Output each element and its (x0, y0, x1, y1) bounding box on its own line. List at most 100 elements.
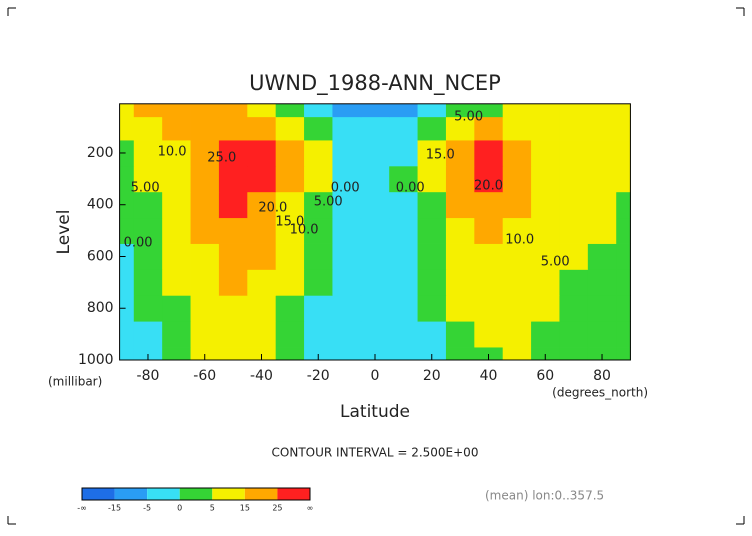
field-cell (162, 191, 191, 219)
field-cell (218, 295, 248, 322)
field-cell (247, 295, 277, 322)
field-cell (531, 217, 560, 244)
field-cell (531, 103, 560, 118)
field-cell (445, 321, 475, 348)
field-cell (616, 243, 631, 270)
field-cell (332, 103, 362, 118)
contour-label: 15.0 (426, 148, 455, 163)
field-cell (417, 165, 447, 193)
field-cell (133, 217, 163, 244)
contour-label: 20.0 (474, 179, 503, 194)
field-cell (190, 295, 220, 322)
field-cell (190, 165, 220, 193)
field-cell (474, 321, 504, 348)
field-cell (531, 191, 560, 219)
field-cell (247, 321, 277, 348)
field-cell (389, 140, 418, 167)
field-cell (616, 269, 631, 296)
field-cell (190, 116, 220, 141)
field-cell (389, 269, 418, 296)
field-cell (162, 217, 191, 244)
field-cell (417, 116, 447, 141)
contour-label: 15.0 (275, 215, 304, 230)
x-tick-label: 80 (593, 368, 611, 384)
field-cell (304, 269, 333, 296)
field-cell (218, 165, 248, 193)
field-cell (360, 140, 390, 167)
field-cell (559, 165, 589, 193)
field-cell (304, 321, 333, 348)
field-cell (559, 140, 589, 167)
field-cell (474, 269, 504, 296)
field-cell (502, 165, 532, 193)
field-cell (474, 347, 504, 361)
y-tick-label: 400 (87, 197, 114, 213)
field-cell (417, 243, 447, 270)
field-cell (247, 116, 277, 141)
y-axis-unit: (millibar) (48, 375, 102, 389)
field-cell (133, 321, 163, 348)
field-cell (119, 140, 135, 167)
field-cell (587, 321, 617, 348)
contour-label: 20.0 (258, 201, 287, 216)
field-cell (162, 116, 191, 141)
x-tick-label: 20 (423, 368, 441, 384)
field-cell (162, 243, 191, 270)
field-cell (616, 116, 631, 141)
contour-label: 0.00 (331, 180, 360, 195)
field-cell (616, 165, 631, 193)
colorbar-label: -15 (108, 504, 121, 513)
field-cell (162, 347, 191, 361)
field-cell (360, 116, 390, 141)
field-cell (218, 140, 248, 167)
field-cell (332, 269, 362, 296)
field-cell (474, 217, 504, 244)
field-cell (531, 165, 560, 193)
field-cell (119, 191, 135, 219)
field-cell (389, 347, 418, 361)
field-cell (275, 243, 305, 270)
y-tick-label: 800 (87, 300, 114, 316)
field-cell (247, 269, 277, 296)
field-cell (332, 347, 362, 361)
field-cell (587, 165, 617, 193)
field-cell (531, 269, 560, 296)
field-cell (275, 191, 305, 219)
field-cell (587, 347, 617, 361)
field-cell (502, 347, 532, 361)
field-cell (389, 116, 418, 141)
field-cell (474, 295, 504, 322)
y-tick-label: 600 (87, 248, 114, 264)
field-cell (474, 103, 504, 118)
field-cell (119, 217, 135, 244)
field-cell (616, 217, 631, 244)
field-cell (559, 191, 589, 219)
field-cell (332, 191, 362, 219)
field-cell (445, 347, 475, 361)
x-tick-label: -40 (250, 368, 273, 384)
field-cell (360, 321, 390, 348)
field-cell (559, 103, 589, 118)
contour-label: 10.0 (290, 223, 319, 238)
field-cell (218, 243, 248, 270)
field-cell (304, 191, 333, 219)
field-cell (247, 165, 277, 193)
field-cell (474, 191, 504, 219)
field-cell (616, 140, 631, 167)
field-cell (133, 116, 163, 141)
colorbar-swatch (82, 488, 115, 500)
field-cell (332, 243, 362, 270)
field-cell (587, 295, 617, 322)
field-cell (162, 269, 191, 296)
field-cell (417, 191, 447, 219)
field-cell (162, 165, 191, 193)
field-cell (417, 217, 447, 244)
colorbar-label: -∞ (77, 504, 87, 513)
field-cell (133, 140, 163, 167)
field-cell (531, 243, 560, 270)
field-cell (275, 269, 305, 296)
field-cell (445, 191, 475, 219)
field-cell (360, 191, 390, 219)
field-cell (119, 347, 135, 361)
field-cell (119, 165, 135, 193)
